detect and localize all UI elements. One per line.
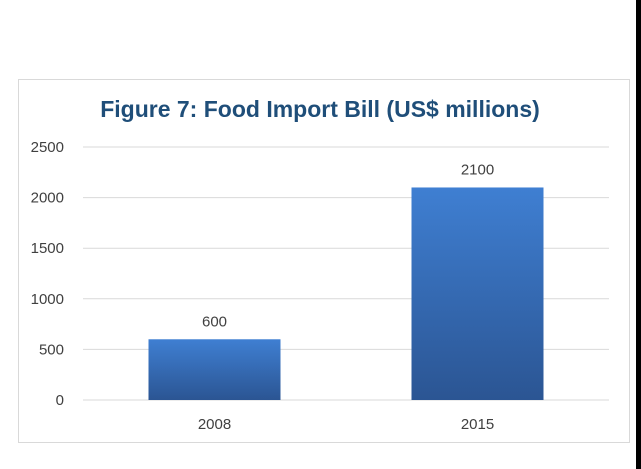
- chart-title: Figure 7: Food Import Bill (US$ millions…: [100, 96, 540, 122]
- bar-2015: [411, 187, 544, 400]
- data-label-2008: 600: [202, 313, 227, 330]
- x-tick-label: 2015: [461, 416, 494, 433]
- y-tick-label: 2000: [31, 190, 64, 207]
- bars: [148, 187, 544, 400]
- x-axis-category-labels: 2008 2015: [198, 416, 494, 433]
- y-tick-label: 1500: [31, 240, 64, 257]
- y-tick-label: 1000: [31, 291, 64, 308]
- bar-2008: [148, 339, 281, 400]
- y-tick-label: 0: [56, 392, 64, 409]
- data-labels: 600 2100: [202, 161, 494, 330]
- x-tick-label: 2008: [198, 416, 231, 433]
- y-tick-label: 2500: [31, 139, 64, 156]
- right-edge-border: [636, 0, 641, 469]
- data-label-2015: 2100: [461, 161, 494, 178]
- y-axis-tick-labels: 0 500 1000 1500 2000 2500: [31, 139, 64, 409]
- y-tick-label: 500: [39, 341, 64, 358]
